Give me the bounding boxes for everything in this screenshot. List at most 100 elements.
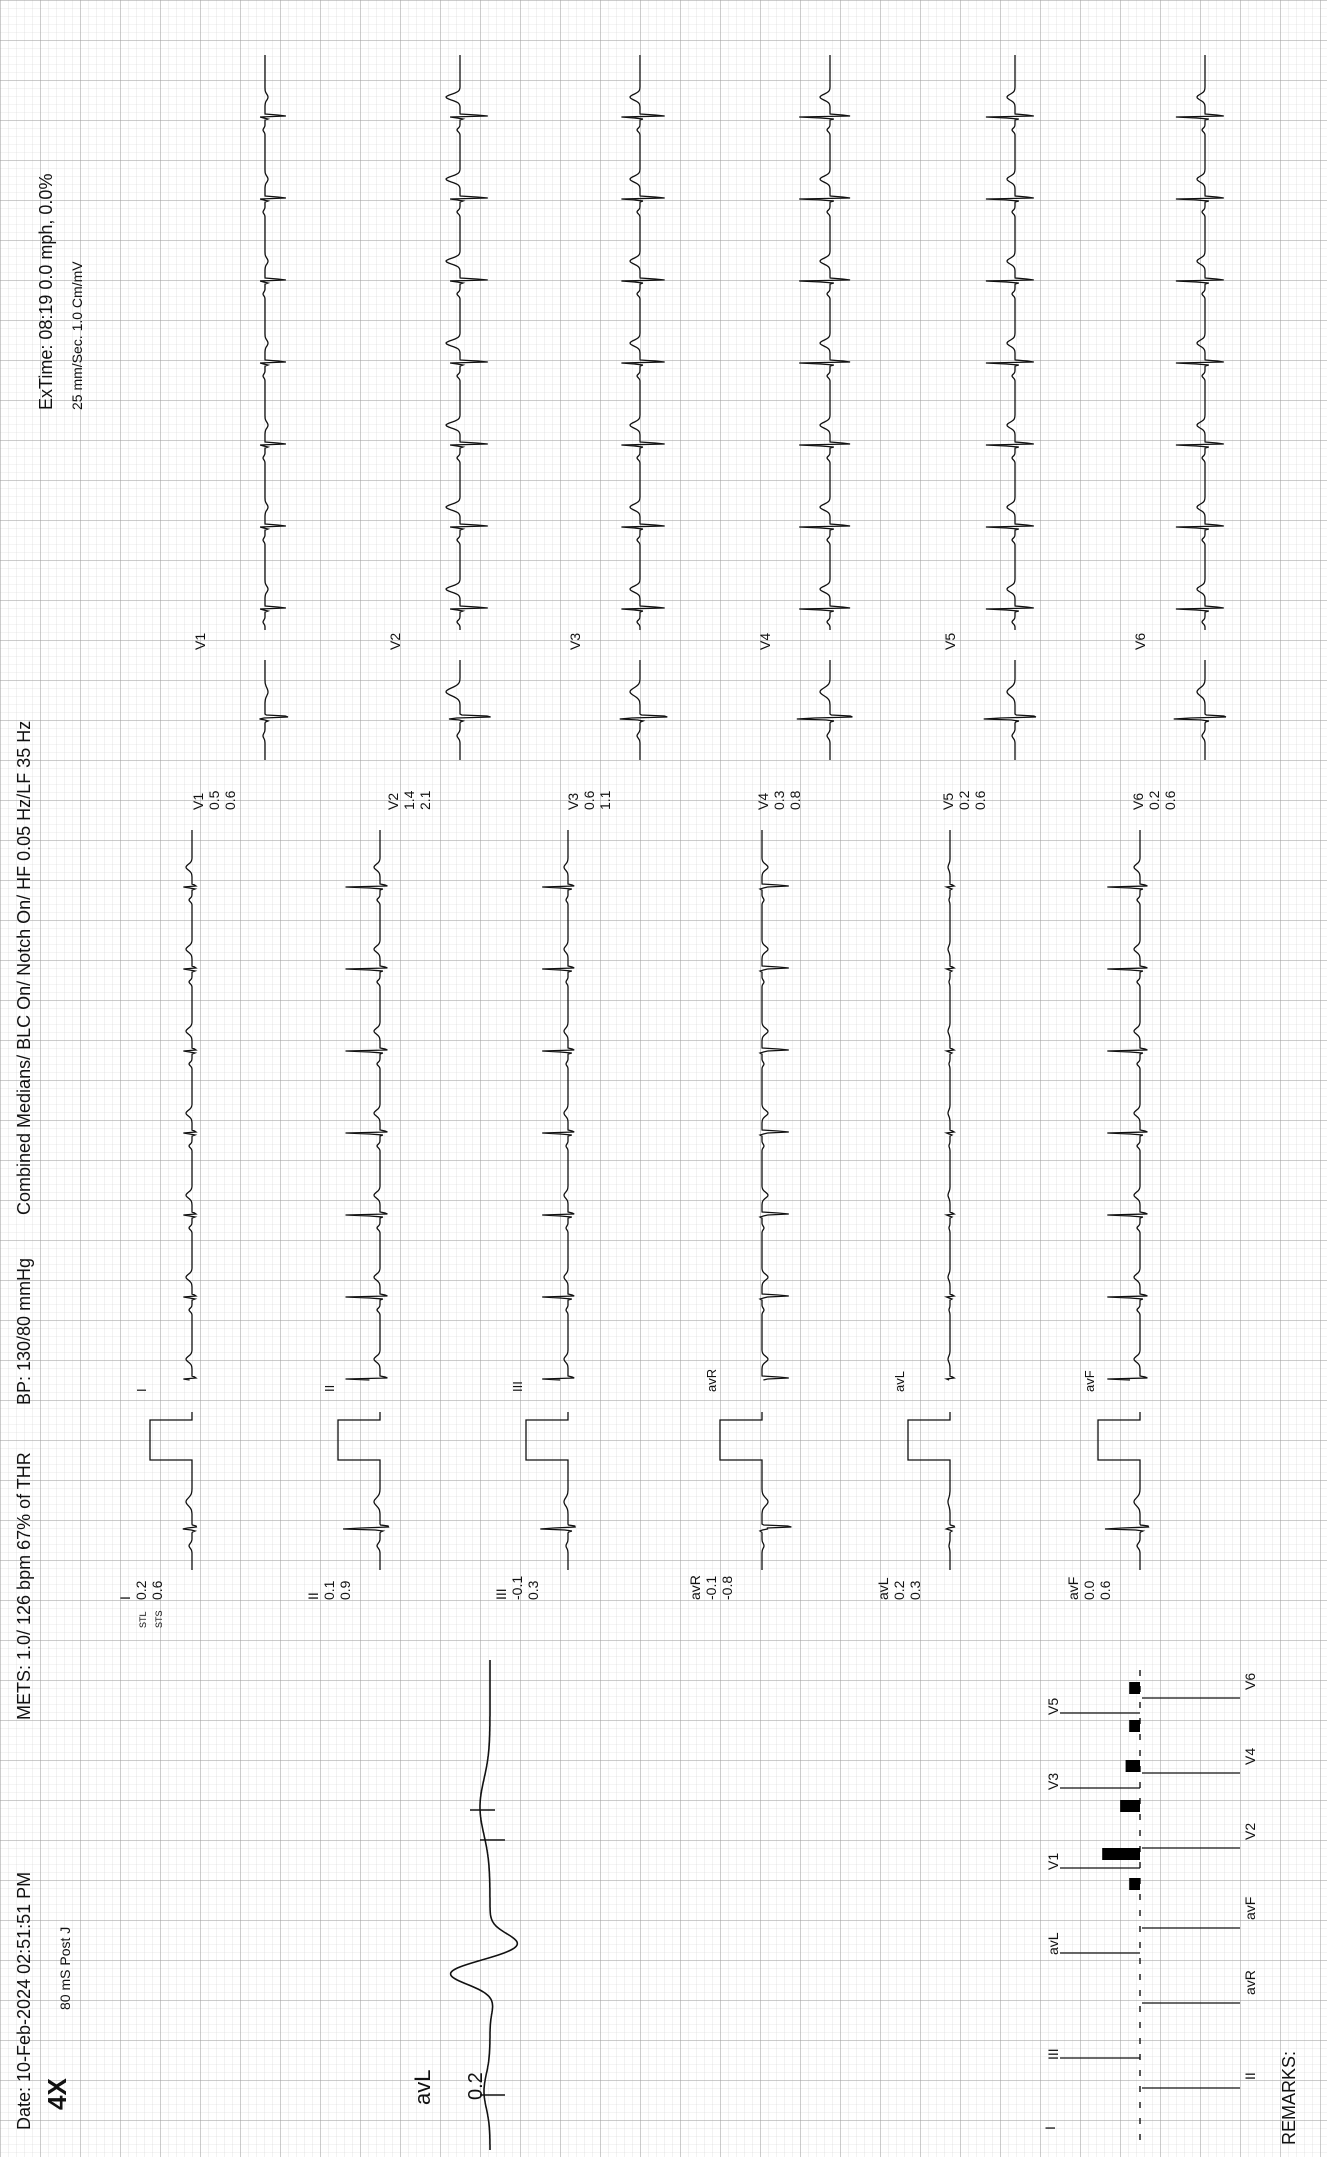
median-beat-trace (182, 1470, 198, 1570)
lead-label: V2 (387, 633, 403, 650)
stl-value: 0.0 (1081, 1580, 1097, 1600)
bar-label: V1 (1045, 1853, 1061, 1870)
post-j-text: 80 mS Post J (57, 1927, 73, 2010)
bar-label: avF (1242, 1897, 1258, 1920)
zoom-value: 0.2 (465, 2072, 487, 2100)
lead-name-label: V5 (940, 793, 956, 810)
lead-label: V6 (1132, 633, 1148, 650)
sts-label: STS (154, 1610, 164, 1628)
lead-name-label: V3 (565, 793, 581, 810)
stl-value: 0.3 (771, 790, 787, 810)
stl-value: 0.2 (956, 790, 972, 810)
lead-name-label: V6 (1130, 793, 1146, 810)
median-beat-trace (343, 1470, 390, 1570)
bar-label: V4 (1242, 1748, 1258, 1765)
zoom-lead-label: avL (410, 2070, 435, 2105)
lead-label: II (322, 1385, 337, 1392)
median-beat-trace (445, 660, 491, 760)
rhythm-trace (799, 55, 851, 630)
median-beat-trace (758, 1470, 792, 1570)
sts-value: 0.6 (972, 790, 988, 810)
sts-value: 0.8 (787, 790, 803, 810)
bar-label: III (1045, 2048, 1061, 2060)
bar-label: V3 (1045, 1773, 1061, 1790)
lead-name-label: avF (1065, 1577, 1081, 1600)
rhythm-trace (445, 55, 488, 630)
calibration-pulse (525, 1412, 569, 1470)
sts-value: 0.6 (1162, 790, 1178, 810)
sts-value: -0.8 (719, 1576, 735, 1600)
sts-value: 0.6 (1097, 1580, 1113, 1600)
zoom-trace (449, 1660, 519, 2150)
calibration-pulse (907, 1412, 951, 1470)
lead-label: III (510, 1381, 525, 1392)
lead-name-label: V2 (385, 793, 401, 810)
lead-name-label: I (117, 1596, 133, 1600)
lead-label: I (134, 1388, 149, 1392)
extime-text: ExTime: 08:19 0.0 mph, 0.0% (36, 174, 56, 410)
median-beat-trace (540, 1470, 576, 1570)
median-beat-trace (983, 660, 1037, 760)
stl-value: 0.1 (321, 1580, 337, 1600)
median-beat-trace (944, 1470, 956, 1570)
rhythm-trace (542, 830, 575, 1381)
stl-value: 1.4 (401, 790, 417, 810)
rhythm-trace (1107, 830, 1148, 1381)
lead-v5: V5 0.2 0.6V5 (940, 55, 1037, 810)
bp-text: BP: 130/80 mmHg (14, 1258, 34, 1405)
sts-value: 0.3 (907, 1580, 923, 1600)
st-bar-v4 (1125, 1760, 1140, 1772)
rhythm-trace (621, 55, 665, 630)
lead-name-label: avL (875, 1577, 891, 1600)
calibration-pulse (1097, 1412, 1141, 1470)
sts-value: 0.6 (149, 1580, 165, 1600)
bar-label: I (1042, 2126, 1058, 2130)
st-bar-v1 (1129, 1878, 1140, 1890)
lead-label: V1 (192, 633, 208, 650)
lead-label: avR (704, 1369, 719, 1392)
header-info: Date: 10-Feb-2024 02:51:51 PM METS: 1.0/… (14, 174, 85, 2130)
stl-label: STL (138, 1611, 148, 1628)
st-bar-v6 (1129, 1682, 1140, 1694)
rhythm-trace (985, 55, 1034, 630)
bar-label: avR (1242, 1970, 1258, 1995)
lead-ii: II 0.1 0.9II (305, 830, 390, 1600)
lead-name-label: II (305, 1592, 321, 1600)
bar-label: V6 (1242, 1673, 1258, 1690)
stl-value: -0.1 (703, 1576, 719, 1600)
lead-v1: V1 0.5 0.6V1 (190, 55, 289, 810)
st-bar-v2 (1102, 1848, 1140, 1860)
calibration-pulse (719, 1412, 763, 1470)
median-beat-trace (619, 660, 668, 760)
bar-label: V2 (1242, 1823, 1258, 1840)
zoom-panel: avL 0.2 (410, 1660, 519, 2150)
lead-v6: V6 0.2 0.6V6 (1130, 55, 1227, 810)
lead-label: avF (1082, 1370, 1097, 1392)
lead-label: V4 (757, 633, 773, 650)
lead-name-label: avR (687, 1575, 703, 1600)
rhythm-trace (259, 55, 286, 630)
median-beat-trace (259, 660, 289, 760)
stl-value: 0.2 (891, 1580, 907, 1600)
stl-value: 0.6 (581, 790, 597, 810)
sts-value: 2.1 (417, 790, 433, 810)
remarks-label: REMARKS: (1279, 2051, 1299, 2145)
calibration-pulse (149, 1412, 193, 1470)
rhythm-trace (1175, 55, 1224, 630)
st-bar-v5 (1129, 1720, 1140, 1732)
filters-text: Combined Medians/ BLC On/ Notch On/ HF 0… (14, 721, 34, 1215)
mets-text: METS: 1.0/ 126 bpm 67% of THR (14, 1452, 34, 1720)
speed-text: 25 mm/Sec. 1.0 Cm/mV (69, 261, 85, 410)
stl-value: -0.1 (509, 1576, 525, 1600)
stl-value: 0.2 (133, 1580, 149, 1600)
lead-label: V3 (567, 633, 583, 650)
sts-value: 1.1 (597, 790, 613, 810)
stl-value: 0.2 (1146, 790, 1162, 810)
